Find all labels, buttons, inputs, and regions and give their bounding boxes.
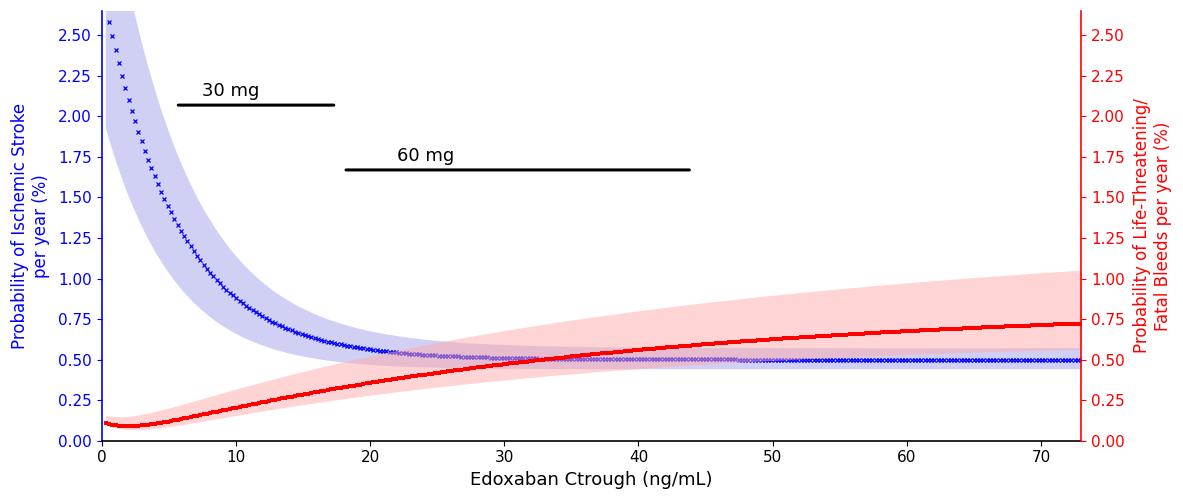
X-axis label: Edoxaban Ctrough (ng/mL): Edoxaban Ctrough (ng/mL) [471,471,712,489]
Y-axis label: Probability of Ischemic Stroke
per year (%): Probability of Ischemic Stroke per year … [11,103,50,349]
Text: 30 mg: 30 mg [202,82,260,100]
Y-axis label: Probability of Life-Threatening/
Fatal Bleeds per year (%): Probability of Life-Threatening/ Fatal B… [1133,98,1172,354]
Text: 60 mg: 60 mg [397,147,454,165]
